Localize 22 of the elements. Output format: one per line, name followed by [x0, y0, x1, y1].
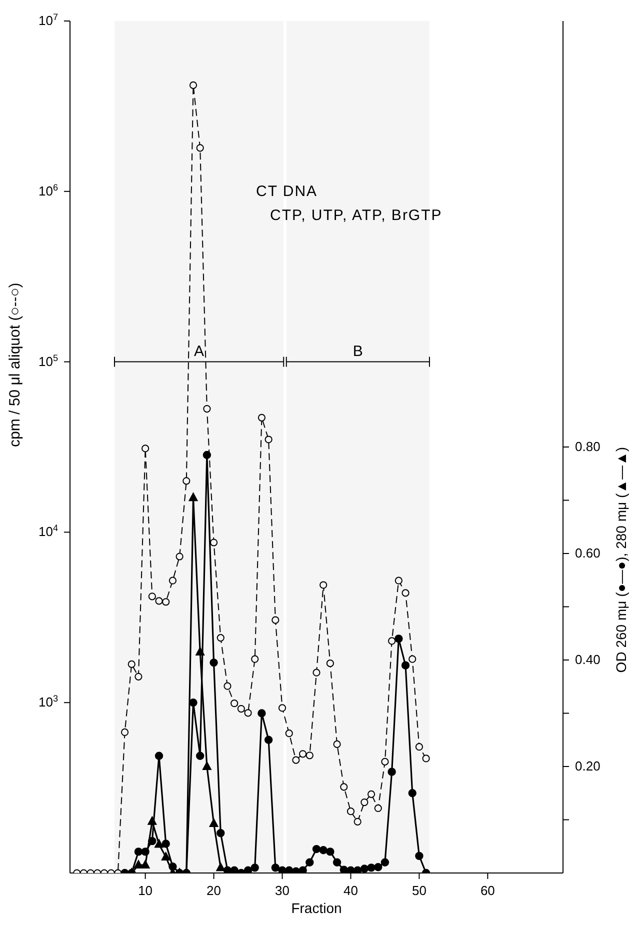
- band-label: A: [194, 342, 204, 360]
- annotation: CTP, UTP, ATP, BrGTP: [269, 206, 442, 226]
- annotation: CT DNA: [256, 182, 319, 202]
- x-tick-label: 30: [275, 883, 290, 898]
- x-tick-label: 40: [344, 883, 358, 898]
- y2-tick-label: 0.80: [575, 439, 600, 454]
- y2-tick-label: 0.40: [575, 652, 600, 667]
- x-tick-label: 60: [480, 883, 495, 898]
- y-tick-label: 10$^{5}$: [38, 352, 58, 369]
- x-tick-label: 20: [206, 883, 222, 898]
- y-tick-label: 10$^{3}$: [38, 694, 58, 710]
- x-tick-label: 50: [412, 883, 426, 898]
- y-tick-label: 10$^{7}$: [38, 12, 58, 28]
- y-tick-label: 10$^{6}$: [38, 182, 58, 198]
- y-tick-label: 10$^{4}$: [38, 523, 58, 540]
- y2-tick-label: 0.20: [575, 758, 600, 774]
- y2-axis-title: OD 260 mμ (●—●), 280 mμ (▲—▲): [612, 447, 629, 673]
- x-axis-title: Fraction: [291, 900, 342, 916]
- y2-tick-label: 0.60: [575, 546, 600, 560]
- x-tick-label: 10: [138, 883, 153, 898]
- band-label: B: [352, 342, 363, 360]
- y-axis-title: cpm / 50 μl aliquot (○--○): [6, 282, 24, 447]
